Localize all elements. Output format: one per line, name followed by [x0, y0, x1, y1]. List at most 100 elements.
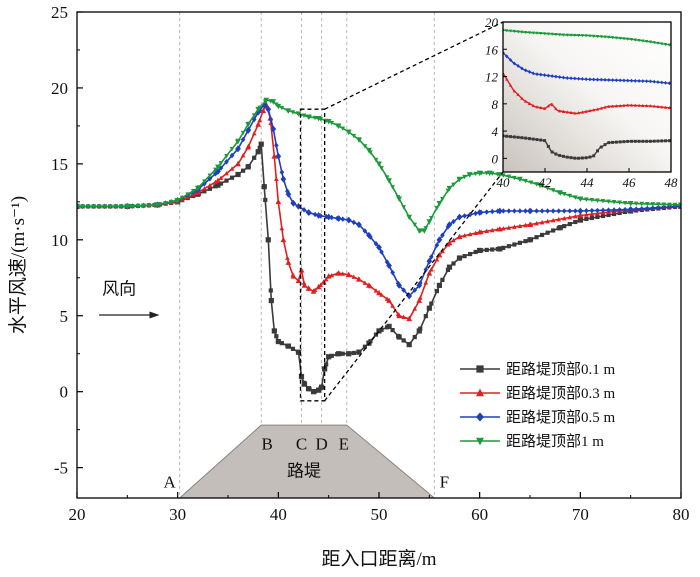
inset-series-2-marker-8 — [531, 104, 535, 108]
series-4-marker-53 — [368, 150, 373, 155]
series-1-marker-34 — [263, 197, 268, 203]
inset-series-3-marker-8 — [531, 71, 535, 76]
series-4-marker-45 — [323, 118, 329, 124]
series-4-marker-77 — [501, 173, 506, 178]
series-4-marker-102 — [639, 201, 645, 207]
series-3-marker-64 — [429, 254, 434, 260]
series-4-marker-60 — [406, 215, 412, 220]
series-3-marker-92 — [584, 208, 589, 214]
series-4-marker-1 — [80, 204, 85, 209]
inset-series-4-marker-3 — [512, 29, 516, 34]
inset-series-1-marker-40 — [652, 139, 656, 143]
series-1-marker-29 — [235, 172, 240, 177]
inset-series-4-marker-8 — [531, 31, 535, 35]
inset-series-3-marker-19 — [573, 76, 577, 81]
inset-series-1-marker-30 — [614, 140, 618, 144]
inset-x-tick-label-46: 46 — [623, 175, 637, 190]
inset-series-1-marker-25 — [596, 149, 599, 153]
series-3-marker-47 — [334, 215, 340, 222]
series-4-marker-105 — [656, 202, 661, 207]
inset-series-2-marker-30 — [614, 104, 619, 108]
inset-series-2-marker-37 — [641, 103, 645, 107]
series-2-marker-28 — [229, 166, 235, 171]
series-3-marker-38 — [285, 188, 290, 194]
inset-series-3-marker-36 — [637, 79, 641, 83]
series-1-marker-47 — [335, 352, 340, 357]
series-1-marker-67 — [445, 267, 451, 272]
inset-series-3-marker-33 — [626, 78, 630, 83]
series-2-marker-54 — [373, 288, 379, 293]
series-3-marker-83 — [534, 208, 539, 214]
series-3-marker-99 — [622, 206, 628, 213]
series-3-marker-61 — [412, 287, 418, 293]
series-1-marker-39 — [290, 346, 296, 351]
legend-marker-2 — [476, 388, 484, 397]
inset-series-1-marker-42 — [660, 139, 664, 143]
series-4-marker-36 — [274, 102, 279, 107]
inset-series-3-marker-35 — [633, 78, 637, 83]
series-1-marker-43 — [312, 389, 318, 394]
series-3-point-12 — [275, 152, 282, 160]
inset-series-3-marker-11 — [542, 73, 547, 78]
inset-series-1-marker-12 — [546, 144, 550, 148]
series-4-point-21 — [376, 161, 382, 167]
series-4-marker-85 — [545, 186, 550, 191]
series-1-marker-55 — [379, 327, 384, 332]
inset-series-4-marker-29 — [610, 36, 615, 40]
series-1-marker-66 — [440, 277, 445, 283]
series-3-marker-31 — [246, 126, 251, 133]
inset-series-4-marker-44 — [667, 43, 671, 47]
series-4-marker-107 — [667, 202, 672, 208]
series-4-marker-106 — [661, 202, 667, 207]
inset-series-1-marker-31 — [618, 140, 622, 144]
series-4-marker-65 — [434, 206, 440, 211]
inset-series-2-marker-24 — [592, 108, 596, 112]
region-label-F: F — [440, 472, 449, 491]
series-4-marker-22 — [196, 185, 202, 190]
inset-series-1-marker-32 — [622, 140, 626, 144]
series-4-marker-27 — [224, 154, 229, 159]
series-4-marker-11 — [135, 203, 141, 209]
inset-series-1-marker-9 — [535, 138, 539, 142]
series-3-marker-59 — [401, 287, 406, 293]
inset-series-2-marker-43 — [663, 105, 668, 109]
series-4-marker-92 — [584, 197, 589, 202]
inset-series-1-marker-11 — [543, 139, 547, 143]
inset-series-1-marker-16 — [561, 154, 565, 158]
y-tick-label-20: 20 — [51, 79, 68, 98]
inset-series-1-marker-8 — [531, 137, 535, 141]
series-1-marker-51 — [357, 349, 362, 354]
inset-series-2-marker-23 — [588, 108, 592, 113]
series-3-marker-62 — [417, 280, 423, 286]
series-4-marker-90 — [572, 195, 578, 200]
series-2-marker-32 — [251, 130, 257, 136]
series-3-marker-56 — [384, 259, 390, 265]
inset-series-2-marker-17 — [565, 110, 569, 114]
inset-series-3-marker-32 — [622, 78, 626, 83]
series-1-marker-31 — [246, 164, 251, 169]
series-2-marker-79 — [512, 224, 517, 229]
series-2-point-19 — [301, 282, 308, 288]
series-1-marker-41 — [301, 380, 307, 385]
series-3-marker-107 — [667, 204, 672, 210]
inset-series-3-marker-1 — [505, 54, 509, 59]
series-4-marker-46 — [329, 120, 334, 126]
inset-series-1-marker-33 — [626, 139, 630, 143]
inset-series-2-marker-34 — [629, 103, 634, 107]
series-3-marker-45 — [323, 213, 329, 220]
series-1-marker-40 — [296, 350, 301, 355]
series-1-marker-95 — [600, 213, 606, 219]
series-1-marker-81 — [523, 239, 528, 244]
inset-series-4-marker-24 — [592, 34, 596, 38]
series-1-marker-86 — [551, 228, 556, 233]
zoom-connector-top — [324, 21, 504, 110]
inset-series-1-marker-19 — [573, 156, 577, 160]
series-2-marker-38 — [285, 255, 290, 260]
inset-series-4-marker-36 — [637, 39, 641, 43]
wind-arrow-head — [149, 311, 160, 319]
series-1-point-33 — [416, 328, 422, 334]
x-tick-label-50: 50 — [371, 505, 388, 524]
series-2-marker-29 — [235, 161, 240, 167]
inset-series-4-marker-6 — [524, 30, 528, 35]
inset-series-4-marker-42 — [660, 42, 664, 46]
